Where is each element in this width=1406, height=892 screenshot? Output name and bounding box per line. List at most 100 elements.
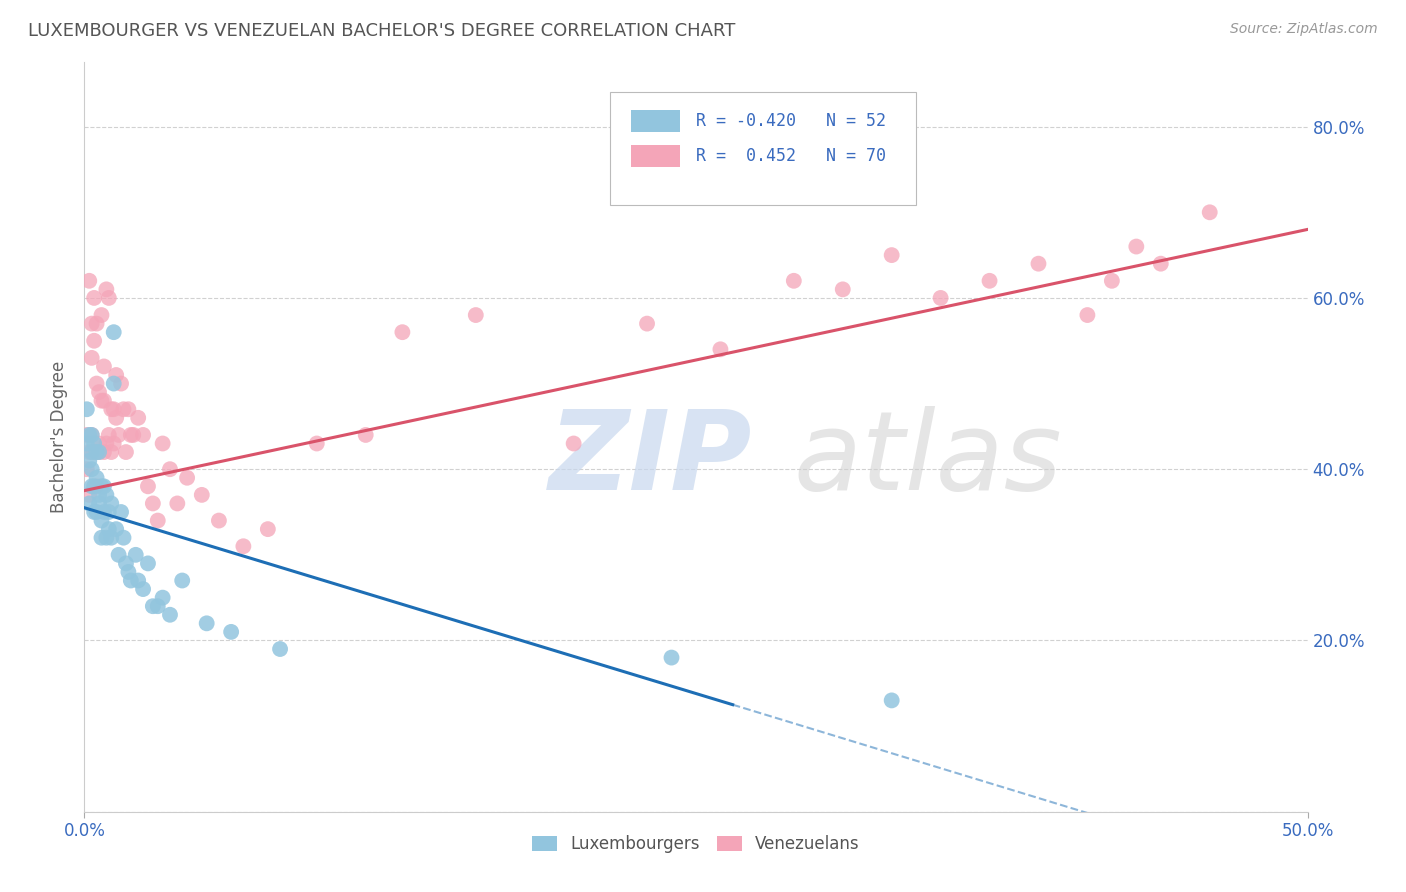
Point — [115, 445, 138, 459]
Point — [136, 557, 159, 571]
Point — [86, 479, 108, 493]
Text: Source: ZipAtlas.com: Source: ZipAtlas.com — [1230, 22, 1378, 37]
Point — [107, 548, 129, 562]
FancyBboxPatch shape — [610, 93, 917, 205]
Point — [107, 428, 129, 442]
Point — [709, 343, 731, 357]
Point — [159, 462, 181, 476]
Point — [97, 522, 120, 536]
Point — [83, 334, 105, 348]
Point — [83, 479, 105, 493]
Point — [80, 351, 103, 365]
Point — [76, 402, 98, 417]
Point — [305, 436, 328, 450]
Bar — [631, 110, 681, 132]
Point — [86, 445, 108, 459]
Point — [80, 428, 103, 442]
Point — [96, 531, 118, 545]
Point — [1076, 308, 1098, 322]
Point — [562, 436, 585, 450]
Point — [90, 531, 112, 545]
Point — [110, 376, 132, 391]
Point — [93, 359, 115, 374]
Point — [112, 531, 135, 545]
Point — [117, 402, 139, 417]
Point — [125, 548, 148, 562]
Point — [831, 282, 853, 296]
Point — [96, 488, 118, 502]
Point — [100, 445, 122, 459]
Point — [103, 436, 125, 450]
Point — [77, 445, 100, 459]
Point — [87, 496, 110, 510]
Legend: Luxembourgers, Venezuelans: Luxembourgers, Venezuelans — [526, 829, 866, 860]
Point — [354, 428, 377, 442]
Point — [142, 496, 165, 510]
Point — [80, 462, 103, 476]
Point — [80, 445, 103, 459]
Point — [142, 599, 165, 614]
Point — [90, 514, 112, 528]
Point — [77, 496, 100, 510]
Point — [87, 488, 110, 502]
Point — [929, 291, 952, 305]
Point — [83, 445, 105, 459]
Point — [269, 642, 291, 657]
Point — [880, 248, 903, 262]
Point — [159, 607, 181, 622]
Point — [127, 574, 149, 588]
Point — [100, 496, 122, 510]
Point — [117, 565, 139, 579]
Point — [100, 531, 122, 545]
Point — [87, 445, 110, 459]
Point — [783, 274, 806, 288]
Point — [97, 291, 120, 305]
Point — [122, 428, 145, 442]
Point — [90, 393, 112, 408]
Point — [76, 428, 98, 442]
Point — [146, 599, 169, 614]
Point — [120, 428, 142, 442]
Point — [195, 616, 218, 631]
Point — [86, 376, 108, 391]
Point — [110, 505, 132, 519]
Point — [80, 428, 103, 442]
Point — [232, 539, 254, 553]
Point — [100, 402, 122, 417]
Point — [880, 693, 903, 707]
Point — [97, 505, 120, 519]
Point — [77, 488, 100, 502]
Point — [77, 453, 100, 467]
Point — [105, 522, 128, 536]
Point — [1028, 257, 1050, 271]
Point — [120, 574, 142, 588]
Point — [90, 308, 112, 322]
Point — [93, 445, 115, 459]
Point — [115, 557, 138, 571]
Text: R = -0.420   N = 52: R = -0.420 N = 52 — [696, 112, 886, 130]
Point — [636, 317, 658, 331]
Text: ZIP: ZIP — [550, 406, 752, 513]
Point — [132, 582, 155, 596]
Point — [103, 402, 125, 417]
Text: atlas: atlas — [794, 406, 1063, 513]
Point — [103, 325, 125, 339]
Point — [83, 505, 105, 519]
Point — [96, 436, 118, 450]
Point — [87, 445, 110, 459]
Point — [86, 505, 108, 519]
Point — [83, 291, 105, 305]
Point — [191, 488, 214, 502]
Point — [979, 274, 1001, 288]
Point — [96, 282, 118, 296]
Point — [1150, 257, 1173, 271]
Point — [80, 317, 103, 331]
Point — [93, 479, 115, 493]
Point — [76, 436, 98, 450]
Point — [80, 479, 103, 493]
Point — [257, 522, 280, 536]
Point — [93, 393, 115, 408]
Point — [1198, 205, 1220, 219]
Point — [176, 471, 198, 485]
Point — [166, 496, 188, 510]
